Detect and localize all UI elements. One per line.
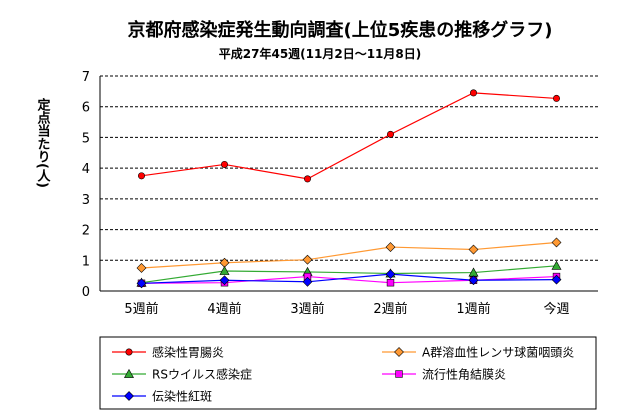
data-point: [469, 89, 477, 97]
y-tick-label: 2: [82, 224, 90, 239]
data-point: [219, 265, 230, 275]
chart-title: 京都府感染症発生動向調査(上位5疾患の推移グラフ): [128, 19, 553, 41]
data-point: [303, 175, 311, 183]
x-tick-label: 5週前: [124, 301, 158, 317]
series-line: [141, 265, 557, 284]
x-tick-label: 1週前: [456, 301, 490, 317]
data-point: [551, 274, 562, 285]
data-point: [385, 269, 396, 280]
data-point: [219, 275, 230, 286]
data-point: [386, 130, 394, 138]
data-point: [302, 254, 313, 265]
y-tick-label: 7: [82, 70, 90, 85]
legend-item: 感染性胃腸炎: [112, 345, 224, 360]
legend-item: 流行性角結膜炎: [382, 368, 506, 382]
data-point: [552, 94, 560, 102]
series-line: [141, 92, 557, 180]
series-1: [138, 89, 560, 183]
y-axis-label: 定点当たり(人): [35, 97, 52, 187]
data-point: [386, 279, 395, 287]
y-tick-labels: 0 1 2 3 4 5 6 7: [82, 70, 90, 300]
legend-label: 流行性角結膜炎: [422, 368, 506, 382]
data-point: [551, 237, 562, 248]
data-point: [385, 242, 396, 253]
y-tick-label: 4: [82, 162, 90, 177]
data-point: [219, 257, 230, 268]
legend-item: A群溶血性レンサ球菌咽頭炎: [382, 345, 574, 360]
legend-marker: [394, 347, 404, 357]
series: [136, 89, 562, 289]
legend-label: A群溶血性レンサ球菌咽頭炎: [422, 345, 574, 360]
x-tick-label: 4週前: [207, 301, 241, 317]
data-point: [468, 275, 479, 286]
legend-marker: [124, 391, 134, 401]
legend-item: 伝染性紅斑: [112, 389, 212, 404]
y-tick-label: 6: [82, 101, 90, 116]
data-point: [302, 276, 313, 287]
x-tick-label: 3週前: [290, 301, 324, 317]
y-tick-label: 5: [82, 131, 90, 146]
data-point: [136, 263, 147, 273]
gridlines: [100, 75, 598, 261]
y-tick-label: 1: [82, 254, 90, 269]
legend-box: [99, 336, 597, 410]
data-point: [136, 278, 147, 289]
series-line: [141, 241, 557, 269]
legend-marker: [125, 348, 133, 356]
legend-marker: [123, 368, 135, 378]
legend-label: 感染性胃腸炎: [152, 345, 224, 360]
legend-label: RSウイルス感染症: [152, 367, 252, 382]
y-tick-label: 0: [82, 285, 90, 300]
x-tick-labels: 5週前 4週前 3週前 2週前 1週前 今週: [124, 301, 569, 317]
series-line: [141, 273, 557, 284]
data-point: [468, 244, 479, 255]
series-2: [136, 237, 562, 273]
data-point: [138, 172, 146, 180]
axes: [99, 76, 598, 292]
chart-subtitle: 平成27年45週(11月2日～11月8日): [219, 46, 421, 61]
x-tick-label: 2週前: [373, 301, 407, 317]
y-tick-label: 3: [82, 193, 90, 208]
legend-marker: [395, 370, 403, 378]
x-tick-label: 今週: [543, 301, 569, 317]
series-5: [136, 269, 562, 289]
data-point: [221, 160, 229, 168]
data-point: [551, 260, 562, 270]
legend-item: RSウイルス感染症: [112, 367, 252, 382]
legend-label: 伝染性紅斑: [152, 389, 212, 404]
